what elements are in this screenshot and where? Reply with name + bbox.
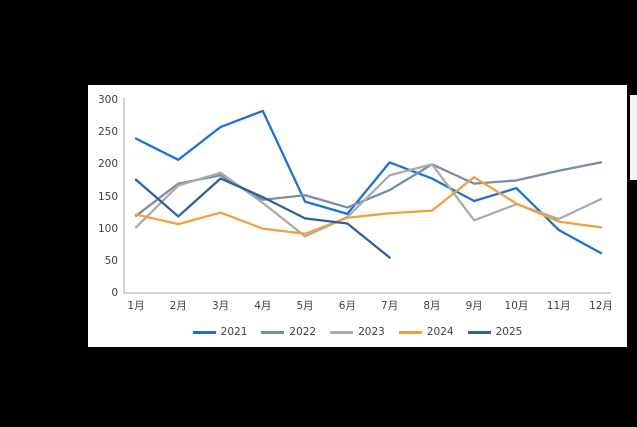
legend-line-swatch bbox=[261, 330, 285, 334]
legend-line-swatch bbox=[330, 330, 354, 334]
legend-label: 2025 bbox=[495, 326, 523, 338]
x-tick-label: 2月 bbox=[169, 300, 187, 312]
x-tick-label: 10月 bbox=[504, 300, 529, 312]
x-tick-label: 9月 bbox=[465, 300, 483, 312]
series-line-2025 bbox=[134, 177, 391, 259]
chart-panel: 0 50 100 150 200 250 300 1月 2月 3月 4月 5月 6月 7月 8月 9月 10月… bbox=[88, 85, 627, 347]
line-chart bbox=[123, 98, 611, 294]
x-tick-label: 6月 bbox=[338, 300, 356, 312]
legend-item-2023: 2023 bbox=[330, 326, 385, 338]
legend-label: 2023 bbox=[358, 326, 385, 338]
y-tick-label: 150 bbox=[97, 190, 118, 203]
y-tick-label: 200 bbox=[97, 158, 118, 171]
y-tick-label: 300 bbox=[97, 94, 118, 106]
x-tick-label: 3月 bbox=[211, 300, 230, 312]
series-line-2021 bbox=[134, 109, 603, 255]
legend-label: 2022 bbox=[289, 326, 317, 338]
y-tick-label: 50 bbox=[104, 254, 118, 267]
legend-line-swatch bbox=[398, 330, 422, 334]
x-tick-label: 11月 bbox=[546, 300, 571, 312]
legend-item-2025: 2025 bbox=[467, 326, 523, 338]
legend-label: 2024 bbox=[426, 326, 454, 338]
y-tick-label: 0 bbox=[111, 287, 118, 299]
x-tick-label: 12月 bbox=[589, 300, 613, 312]
series-line-2023 bbox=[134, 163, 603, 238]
x-tick-label: 4月 bbox=[254, 300, 272, 312]
x-tick-label: 5月 bbox=[296, 300, 314, 312]
legend-item-2024: 2024 bbox=[398, 326, 454, 338]
right-edge-artifact bbox=[630, 95, 637, 180]
legend-item-2022: 2022 bbox=[261, 326, 316, 338]
series-line-2022 bbox=[134, 161, 603, 217]
chart-legend: 2021 2022 2023 2024 2025 bbox=[88, 326, 627, 338]
y-tick-label: 250 bbox=[97, 126, 118, 139]
legend-label: 2021 bbox=[220, 326, 248, 338]
series-line-2024 bbox=[134, 176, 603, 235]
x-tick-label: 1月 bbox=[127, 300, 145, 312]
x-tick-label: 8月 bbox=[423, 300, 441, 312]
legend-line-swatch bbox=[467, 330, 491, 334]
legend-line-swatch bbox=[192, 330, 216, 334]
y-tick-label: 100 bbox=[97, 222, 118, 235]
x-tick-label: 7月 bbox=[381, 300, 399, 312]
legend-item-2021: 2021 bbox=[192, 326, 248, 338]
